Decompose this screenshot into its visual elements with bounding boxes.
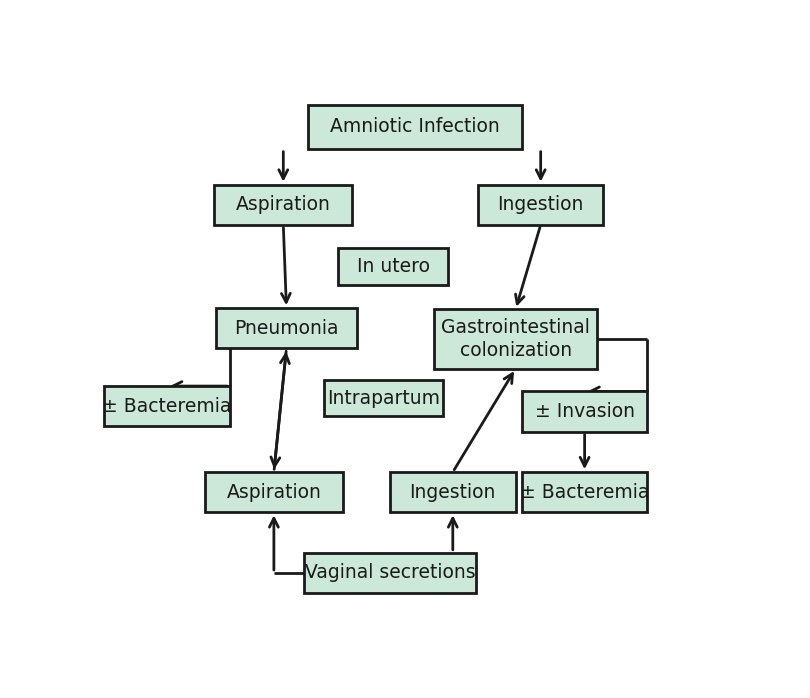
FancyBboxPatch shape bbox=[522, 392, 647, 432]
FancyBboxPatch shape bbox=[215, 308, 357, 348]
FancyBboxPatch shape bbox=[304, 553, 476, 593]
Text: In utero: In utero bbox=[356, 257, 429, 276]
FancyBboxPatch shape bbox=[309, 105, 522, 149]
Text: ± Bacteremia: ± Bacteremia bbox=[520, 483, 650, 502]
FancyBboxPatch shape bbox=[214, 184, 352, 225]
Text: ± Bacteremia: ± Bacteremia bbox=[103, 396, 232, 416]
FancyBboxPatch shape bbox=[324, 380, 443, 417]
FancyBboxPatch shape bbox=[434, 309, 597, 369]
Text: Intrapartum: Intrapartum bbox=[327, 389, 441, 408]
FancyBboxPatch shape bbox=[205, 472, 343, 512]
FancyBboxPatch shape bbox=[522, 472, 647, 512]
Text: ± Invasion: ± Invasion bbox=[535, 402, 634, 421]
Text: Ingestion: Ingestion bbox=[410, 483, 496, 502]
Text: Pneumonia: Pneumonia bbox=[234, 319, 339, 338]
Text: Ingestion: Ingestion bbox=[497, 195, 584, 214]
Text: Amniotic Infection: Amniotic Infection bbox=[330, 117, 500, 136]
Text: Gastrointestinal
colonization: Gastrointestinal colonization bbox=[441, 318, 590, 360]
FancyBboxPatch shape bbox=[339, 248, 448, 285]
Text: Aspiration: Aspiration bbox=[227, 483, 322, 502]
FancyBboxPatch shape bbox=[104, 386, 230, 426]
Text: Aspiration: Aspiration bbox=[236, 195, 330, 214]
FancyBboxPatch shape bbox=[478, 184, 603, 225]
Text: Vaginal secretions: Vaginal secretions bbox=[305, 563, 475, 582]
FancyBboxPatch shape bbox=[390, 472, 516, 512]
